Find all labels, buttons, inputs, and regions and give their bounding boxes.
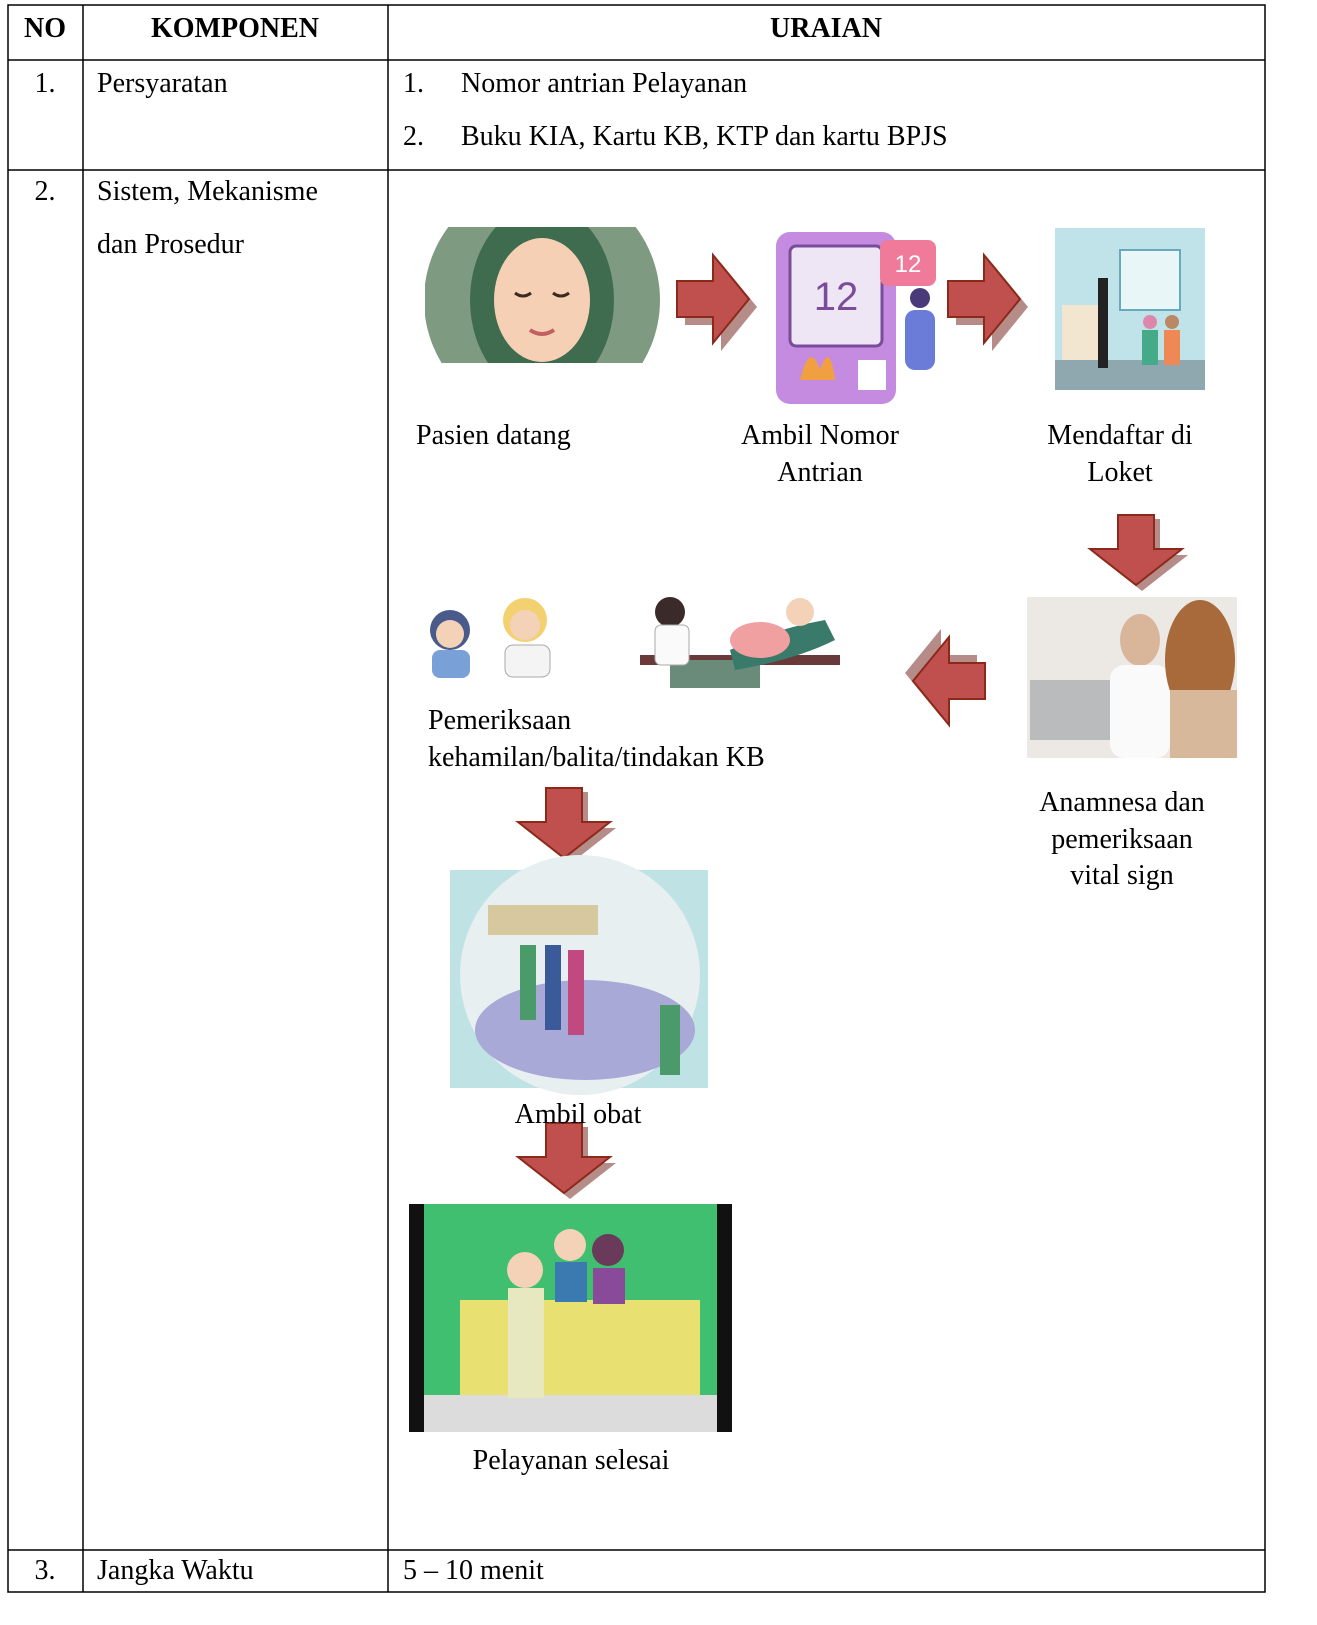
flow-step-label: Anamnesa dan	[1039, 787, 1205, 818]
svg-text:12: 12	[814, 275, 859, 319]
flow-step-label: vital sign	[1070, 860, 1174, 891]
item-text: Nomor antrian Pelayanan	[461, 68, 748, 99]
flow-step-label: Ambil obat	[514, 1099, 642, 1130]
row-number: 3.	[34, 1555, 56, 1586]
component-label: Jangka Waktu	[97, 1555, 254, 1586]
duration-text: 5 – 10 menit	[403, 1555, 544, 1586]
table-grid	[7, 4, 1266, 1593]
flow-step-label: Pemeriksaan	[428, 705, 572, 736]
pregnancy-exam-illustration	[640, 597, 840, 688]
flow-arrow	[517, 1122, 617, 1200]
component-label: Persyaratan	[97, 68, 228, 99]
flow-step-label: kehamilan/balita/tindakan KB	[428, 741, 765, 773]
flow-step-label: Pelayanan selesai	[472, 1445, 670, 1476]
column-header: URAIAN	[770, 13, 882, 44]
component-label: dan Prosedur	[97, 229, 244, 260]
flow-step-label: Ambil Nomor	[741, 420, 899, 451]
flow-arrow	[676, 254, 758, 352]
doctor-photo	[1027, 597, 1237, 758]
flow-arrow	[947, 254, 1029, 352]
flow-step-label: pemeriksaan	[1051, 823, 1193, 855]
table-border	[7, 4, 1266, 1593]
row-number: 2.	[34, 176, 56, 207]
svg-text:12: 12	[895, 251, 922, 278]
item-text: Buku KIA, Kartu KB, KTP dan kartu BPJS	[461, 121, 948, 152]
flow-step-label: Mendaftar di	[1047, 420, 1193, 451]
child-exam-illustration	[430, 598, 551, 678]
service-done-illustration	[409, 1204, 732, 1432]
flow-arrow	[517, 787, 617, 865]
column-header: NO	[24, 13, 66, 44]
column-header: KOMPONEN	[151, 13, 319, 44]
item-number: 2.	[403, 121, 424, 152]
item-number: 1.	[403, 68, 424, 99]
flow-step-label: Loket	[1087, 456, 1153, 488]
flow-arrow	[904, 628, 986, 726]
row-number: 1.	[34, 68, 56, 99]
patient-illustration	[425, 227, 660, 363]
counter-illustration	[1055, 228, 1205, 390]
flow-step-label: Pasien datang	[416, 420, 571, 451]
queue-machine-illustration: 12 12	[776, 232, 936, 404]
component-label: Sistem, Mekanisme	[97, 176, 318, 207]
pharmacy-illustration	[450, 855, 708, 1095]
flow-step-label: Antrian	[777, 456, 863, 488]
flow-arrow	[1089, 514, 1189, 592]
